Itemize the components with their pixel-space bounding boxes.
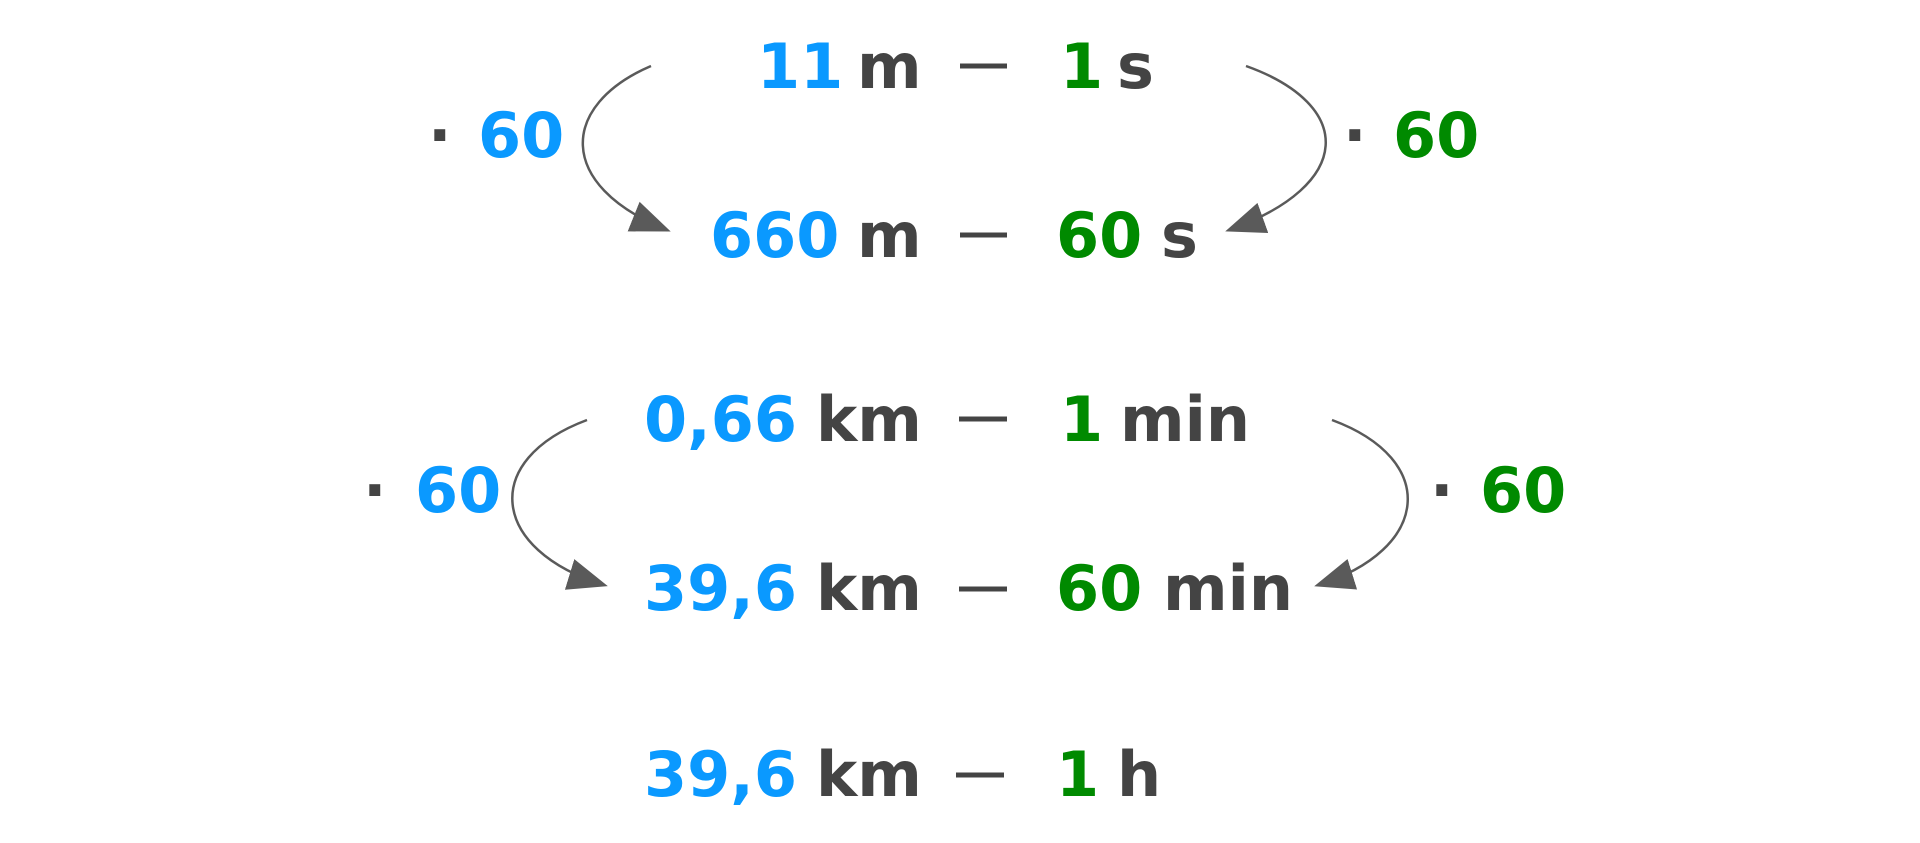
unit-km: km [816, 552, 922, 625]
unit-s: s [1117, 30, 1154, 103]
unit-min: min [1120, 383, 1250, 456]
unit-min: min [1163, 552, 1293, 625]
value-1: 1 [1056, 738, 1099, 811]
value-39-6: 39,6 [644, 738, 797, 811]
multiply-dot: · [1430, 454, 1454, 527]
left-arrow [511, 418, 608, 590]
left-arrow [581, 64, 671, 232]
multiply-dot: · [363, 454, 387, 527]
value-660: 660 [710, 199, 839, 272]
multiply-dot: · [428, 99, 452, 172]
unit-m: m [857, 30, 922, 103]
right-factor: 60 [1393, 99, 1479, 172]
value-1: 1 [1060, 383, 1103, 456]
value-1: 1 [1060, 30, 1103, 103]
left-factor: 60 [415, 454, 501, 527]
multiply-dot: · [1343, 99, 1367, 172]
unit-s: s [1161, 199, 1198, 272]
right-arrow [1314, 418, 1409, 590]
right-arrow [1225, 64, 1327, 233]
value-39-6: 39,6 [644, 552, 797, 625]
unit-km: km [816, 738, 922, 811]
left-factor: 60 [478, 99, 564, 172]
unit-km: km [816, 383, 922, 456]
unit-h: h [1117, 738, 1161, 811]
value-0-66: 0,66 [644, 383, 797, 456]
value-60: 60 [1056, 199, 1142, 272]
unit-m: m [857, 199, 922, 272]
value-60: 60 [1056, 552, 1142, 625]
right-factor: 60 [1480, 454, 1566, 527]
value-11: 11 [757, 30, 843, 103]
